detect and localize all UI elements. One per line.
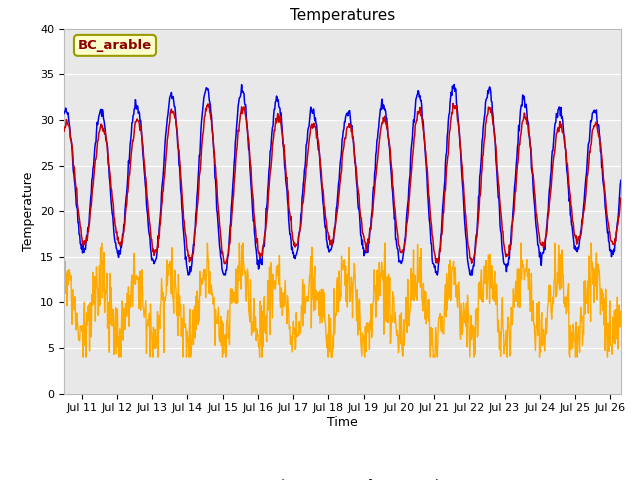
Tsurf — [617, 178, 625, 183]
Tsurf — [590, 108, 598, 113]
Tsky — [60, 275, 68, 281]
Tsky — [599, 307, 607, 313]
Tsurf — [388, 189, 396, 195]
Tsurf — [60, 111, 68, 117]
Tsurf — [599, 177, 607, 182]
Line: Tair: Tair — [64, 103, 621, 264]
Tair — [590, 122, 598, 128]
Tsurf — [292, 253, 300, 259]
Tsky — [164, 272, 172, 278]
Tsky — [389, 296, 397, 302]
Y-axis label: Temperature: Temperature — [22, 171, 35, 251]
Tair — [449, 100, 457, 106]
Tsurf — [451, 82, 458, 87]
Tair — [87, 205, 95, 211]
Tair — [163, 136, 171, 142]
Line: Tsky: Tsky — [64, 243, 621, 357]
Tsky — [98, 240, 106, 246]
Line: Tsurf: Tsurf — [64, 84, 621, 275]
Tsky — [292, 310, 300, 315]
X-axis label: Time: Time — [327, 416, 358, 429]
Tair — [599, 166, 607, 171]
Tsky — [617, 309, 625, 314]
Tsky — [88, 334, 95, 340]
Tair — [60, 129, 68, 134]
Tair — [221, 261, 228, 266]
Tsurf — [163, 115, 171, 121]
Text: BC_arable: BC_arable — [78, 39, 152, 52]
Title: Temperatures: Temperatures — [290, 9, 395, 24]
Tsky — [590, 300, 598, 305]
Tsky — [79, 354, 87, 360]
Legend: Tair, Tsurf, Tsky: Tair, Tsurf, Tsky — [231, 474, 454, 480]
Tair — [617, 195, 625, 201]
Tair — [292, 243, 300, 249]
Tsurf — [184, 272, 192, 278]
Tsurf — [87, 195, 95, 201]
Tair — [388, 181, 396, 187]
